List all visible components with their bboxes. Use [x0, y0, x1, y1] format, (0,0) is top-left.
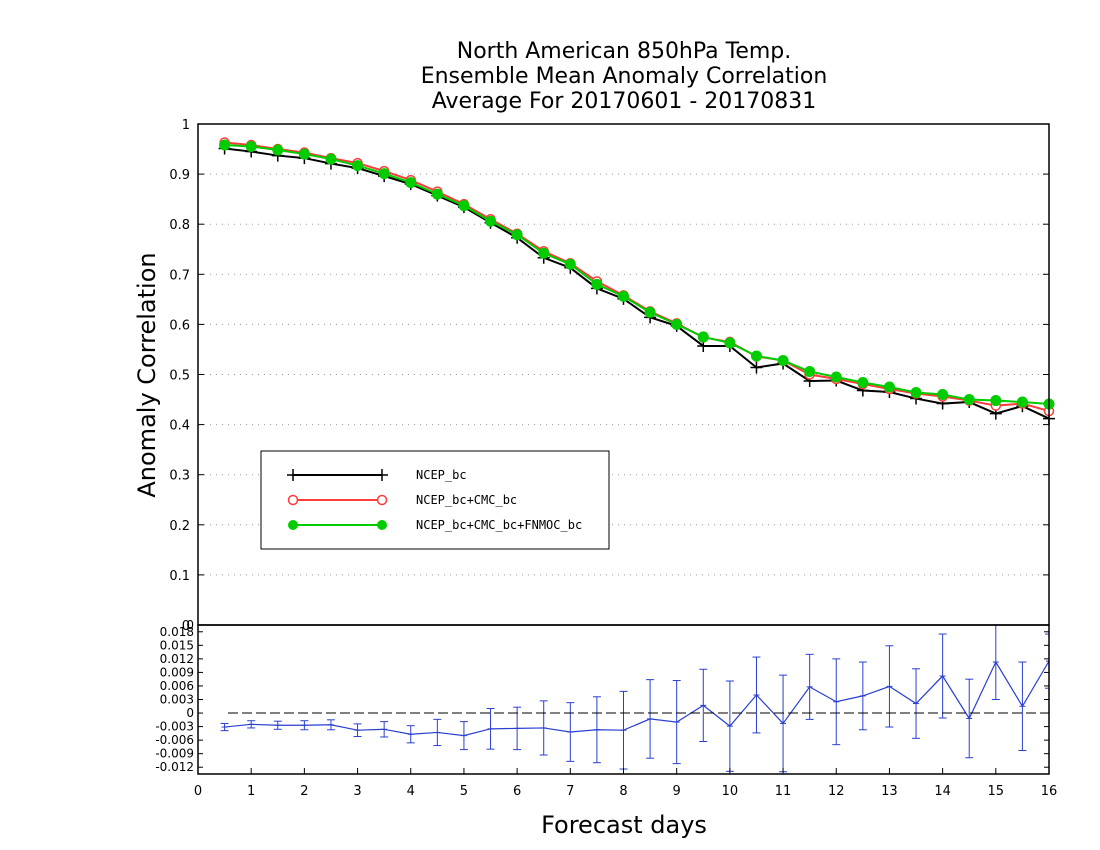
chart-title-line: North American 850hPa Temp.: [457, 39, 792, 64]
difference-line: [224, 660, 1049, 737]
series-line: [224, 147, 1050, 420]
y-tick-label: 0: [186, 706, 194, 720]
x-tick-label: 16: [1041, 784, 1058, 799]
data-point: [883, 381, 895, 393]
y-tick-label: 0.4: [169, 419, 190, 434]
data-point: [325, 153, 337, 165]
x-tick-label: 3: [353, 784, 361, 799]
x-tick-label: 7: [566, 784, 574, 799]
y-tick-label: 0.7: [169, 268, 190, 283]
y-tick-label: 0.015: [160, 638, 194, 652]
x-tick-label: 2: [300, 784, 308, 799]
data-point: [378, 168, 390, 180]
x-tick-label: 9: [673, 784, 681, 799]
x-tick-label: 11: [775, 784, 792, 799]
y-tick-label: 0.8: [169, 218, 190, 233]
data-point: [511, 229, 523, 241]
y-tick-label: 0.003: [160, 693, 194, 707]
legend-marker: [288, 520, 298, 530]
x-tick-label: 0: [194, 784, 202, 799]
chart-title-line: Ensemble Mean Anomaly Correlation: [421, 64, 828, 89]
series-line: [224, 141, 1050, 413]
data-point: [910, 387, 922, 399]
legend-entry-label: NCEP_bc+CMC_bc: [416, 493, 517, 507]
top-panel-series: [218, 137, 1055, 425]
legend-marker: [287, 494, 299, 506]
data-point: [458, 200, 470, 212]
y-tick-label: 0.5: [169, 369, 190, 384]
data-point: [857, 377, 869, 389]
data-point: [405, 177, 417, 189]
legend-marker: [287, 469, 299, 481]
legend-marker: [376, 469, 388, 481]
x-tick-label: 10: [722, 784, 739, 799]
data-point: [538, 247, 550, 259]
chart-title: North American 850hPa Temp.Ensemble Mean…: [421, 39, 828, 114]
x-tick-label: 13: [881, 784, 898, 799]
y-tick-label: 0: [186, 618, 194, 632]
y-tick-label: 0.6: [169, 318, 190, 333]
y-tick-label: 1: [182, 118, 190, 133]
data-point: [697, 331, 709, 343]
bottom-series-group: [220, 625, 1049, 773]
data-point: [485, 215, 497, 227]
data-point: [830, 371, 842, 383]
y-tick-label: 0.2: [169, 519, 190, 534]
y-tick-label: -0.003: [155, 720, 194, 734]
legend-entry-label: NCEP_bc: [416, 468, 467, 482]
data-point: [352, 160, 364, 172]
bottom-panel-series: [220, 625, 1049, 773]
data-point: [1016, 396, 1028, 408]
bottom-panel-axes: -0.012-0.009-0.006-0.00300.0030.0060.009…: [155, 618, 1057, 799]
y-tick-label: 0.1: [169, 569, 190, 584]
data-point: [618, 290, 629, 302]
y-tick-label: -0.006: [155, 733, 194, 747]
data-point: [750, 361, 763, 374]
data-point: [671, 318, 683, 330]
data-point: [724, 337, 736, 349]
data-point: [804, 365, 816, 377]
data-point: [564, 258, 576, 270]
top-panel-frame: [197, 123, 1050, 626]
data-point: [963, 394, 975, 406]
legend: NCEP_bc NCEP_bc+CMC_bc NCEP_bc+CMC_bc+FNMO…: [260, 450, 610, 550]
data-point: [272, 144, 284, 156]
data-point: [777, 354, 789, 366]
y-tick-label: -0.009: [155, 747, 194, 761]
y-tick-label: 0.3: [169, 469, 190, 484]
data-point: [298, 148, 310, 160]
y-tick-label: 0.006: [160, 679, 194, 693]
y-tick-label: 0.012: [160, 652, 194, 666]
y-tick-label: 0.018: [160, 625, 194, 639]
data-point: [591, 278, 603, 290]
top-panel-axes: 0 0.1 0.2 0.3 0.4 0.5 0.6 0.7 0.8 0.9 1: [169, 118, 1050, 634]
x-tick-label: 4: [407, 784, 415, 799]
x-tick-label: 6: [513, 784, 521, 799]
data-point: [245, 141, 257, 153]
data-point: [644, 306, 656, 318]
legend-marker: [376, 494, 388, 506]
data-point: [937, 389, 949, 401]
legend-entry-label: NCEP_bc+CMC_bc+FNMOC_bc: [416, 518, 582, 532]
y-tick-label: -0.012: [155, 760, 194, 774]
x-tick-label: 5: [460, 784, 468, 799]
y-tick-label: 0.9: [169, 168, 190, 183]
y-tick-label: 0: [182, 619, 190, 634]
legend-marker: [377, 520, 387, 530]
data-point: [750, 350, 762, 362]
x-axis-label: Forecast days: [541, 811, 707, 839]
data-point: [990, 395, 1002, 407]
chart-title-line: Average For 20170601 - 20170831: [432, 89, 817, 114]
x-tick-label: 8: [619, 784, 627, 799]
data-point: [219, 139, 231, 151]
y-axis-label: Anomaly Correlation: [133, 252, 161, 497]
x-tick-label: 14: [934, 784, 951, 799]
y-tick-label: 0.009: [160, 665, 194, 679]
x-tick-label: 12: [828, 784, 845, 799]
x-tick-label: 1: [247, 784, 255, 799]
data-point: [431, 188, 443, 200]
x-tick-label: 15: [988, 784, 1005, 799]
